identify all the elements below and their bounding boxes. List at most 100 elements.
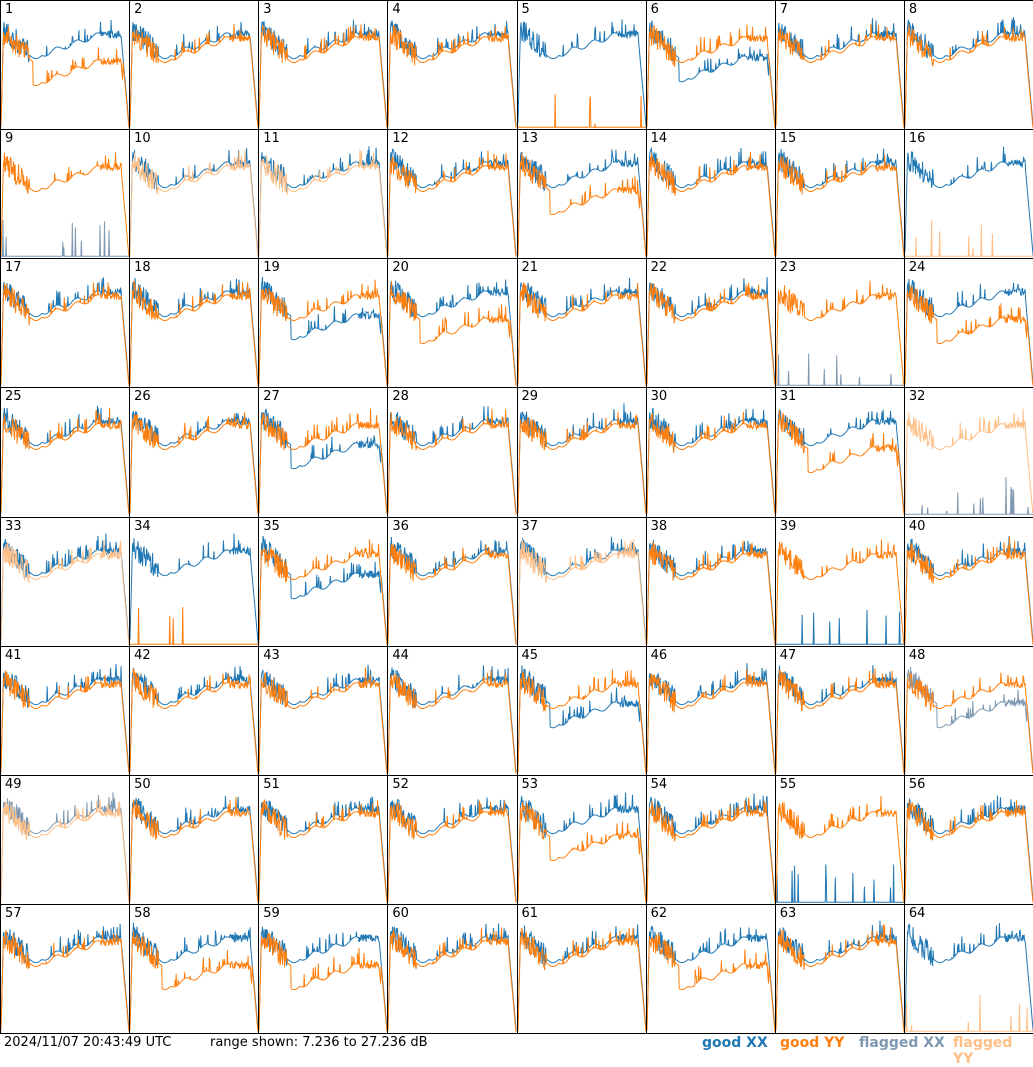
spectrum-panel-57: 57	[0, 903, 131, 1034]
series-xx-36	[388, 536, 517, 644]
series-xx-26	[130, 411, 259, 514]
panel-number-19: 19	[263, 260, 280, 276]
series-yy-14	[646, 151, 775, 258]
panel-number-42: 42	[134, 647, 151, 663]
series-yy-15	[775, 154, 904, 258]
series-yy-47	[775, 667, 904, 774]
spectrum-plot-43	[259, 664, 388, 774]
spectrum-plot-11	[259, 146, 388, 258]
panel-number-25: 25	[5, 389, 22, 405]
spectrum-plot-46	[646, 662, 775, 774]
spectrum-plot-35	[259, 535, 388, 645]
panel-number-17: 17	[5, 260, 22, 276]
spectrum-panel-28: 28	[387, 387, 518, 518]
panel-number-58: 58	[134, 905, 151, 921]
panel-number-4: 4	[392, 2, 401, 17]
spectrum-panel-3: 3	[258, 0, 389, 131]
series-xx-34	[130, 533, 259, 644]
series-yy-33	[1, 539, 130, 645]
spectrum-plot-40	[904, 535, 1033, 645]
panel-number-11: 11	[263, 131, 280, 147]
series-yy-10	[130, 149, 259, 258]
spectrum-plot-33	[1, 533, 130, 645]
panel-number-10: 10	[134, 131, 151, 147]
panel-number-53: 53	[521, 776, 539, 792]
spectrum-panel-53: 53	[516, 774, 647, 905]
range-shown: range shown: 7.236 to 27.236 dB	[210, 1035, 428, 1050]
spectrum-panel-64: 64	[903, 903, 1033, 1034]
series-yy-25	[1, 408, 130, 516]
series-yy-17	[1, 282, 130, 387]
series-xx-42	[130, 665, 259, 773]
series-yy-39	[775, 538, 904, 645]
series-yy-57	[1, 929, 130, 1032]
spectrum-plot-49	[1, 792, 130, 903]
spectrum-panel-4: 4	[387, 0, 518, 131]
series-xx-9	[1, 220, 130, 257]
spectrum-plot-3	[259, 19, 388, 128]
spectrum-plot-16	[904, 146, 1033, 257]
panel-number-15: 15	[779, 131, 797, 147]
panel-number-6: 6	[650, 2, 659, 17]
spectrum-plot-38	[646, 539, 775, 645]
series-xx-60	[388, 923, 517, 1031]
panel-number-1: 1	[5, 2, 14, 17]
spectrum-plot-14	[646, 146, 775, 258]
spectrum-panel-2: 2	[129, 0, 260, 131]
series-yy-24	[904, 285, 1033, 387]
panel-number-3: 3	[263, 2, 272, 17]
spectrum-plot-15	[775, 148, 904, 258]
panel-number-61: 61	[521, 905, 539, 921]
spectrum-plot-13	[517, 149, 646, 258]
spectrum-plot-50	[130, 795, 259, 903]
series-xx-6	[646, 20, 775, 127]
spectrum-plot-44	[388, 664, 517, 774]
series-yy-18	[130, 281, 259, 387]
series-xx-32	[904, 477, 1033, 516]
series-xx-44	[388, 664, 517, 773]
spectrum-panel-21: 21	[516, 258, 647, 389]
series-yy-7	[775, 23, 904, 128]
panel-number-50: 50	[134, 776, 151, 792]
series-xx-27	[259, 408, 388, 514]
panel-number-44: 44	[392, 647, 409, 663]
series-yy-52	[388, 800, 517, 903]
spectrum-panel-24: 24	[903, 258, 1033, 389]
panel-number-45: 45	[521, 647, 539, 663]
spectrum-panel-40: 40	[903, 516, 1033, 647]
panel-number-20: 20	[392, 260, 409, 276]
spectrum-panel-43: 43	[258, 645, 389, 776]
panel-number-33: 33	[5, 518, 22, 534]
series-xx-25	[1, 406, 130, 514]
spectrum-plot-12	[388, 148, 517, 258]
spectrum-plot-4	[388, 20, 517, 128]
panel-number-14: 14	[650, 131, 668, 147]
series-yy-30	[646, 412, 775, 516]
series-yy-43	[259, 666, 388, 774]
series-yy-53	[517, 801, 646, 903]
series-yy-16	[904, 220, 1033, 257]
panel-number-23: 23	[779, 260, 797, 276]
spectrum-panel-54: 54	[645, 774, 776, 905]
spectrum-panel-14: 14	[645, 129, 776, 260]
spectrum-panel-41: 41	[0, 645, 131, 776]
spectrum-panel-47: 47	[774, 645, 905, 776]
spectrum-plot-57	[1, 923, 130, 1032]
series-xx-35	[259, 535, 388, 644]
panel-number-49: 49	[5, 776, 22, 792]
panel-number-12: 12	[392, 131, 409, 147]
series-xx-54	[646, 793, 775, 902]
series-yy-2	[130, 24, 259, 128]
series-xx-1	[1, 20, 130, 127]
series-xx-59	[259, 926, 388, 1031]
series-yy-62	[646, 933, 775, 1032]
spectrum-plot-27	[259, 408, 388, 516]
series-xx-48	[904, 666, 1033, 773]
panel-number-9: 9	[5, 131, 14, 147]
panel-number-41: 41	[5, 647, 22, 663]
panel-number-35: 35	[263, 518, 280, 534]
series-xx-29	[517, 403, 646, 514]
spectrum-panel-32: 32	[903, 387, 1033, 518]
panel-number-38: 38	[650, 518, 668, 534]
panel-number-26: 26	[134, 389, 151, 405]
